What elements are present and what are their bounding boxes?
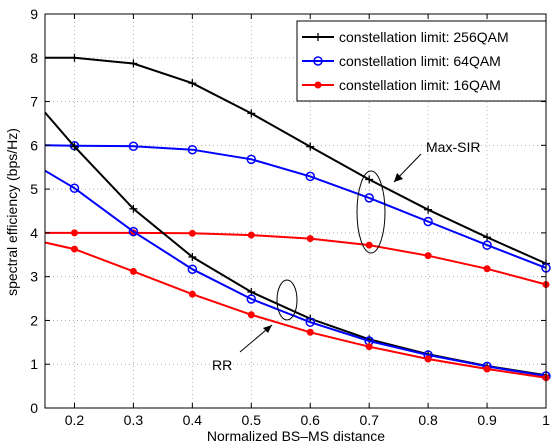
legend-entry: constellation limit: 256QAM xyxy=(302,29,509,45)
plus-marker xyxy=(70,142,79,151)
x-tick-label: 0.3 xyxy=(124,412,144,428)
x-tick-label: 0.6 xyxy=(301,412,321,428)
x-tick-label: 0.5 xyxy=(242,412,262,428)
y-tick-label: 7 xyxy=(30,94,38,110)
series-layer xyxy=(44,53,551,382)
max-sir-arrowhead xyxy=(394,173,403,182)
dot-marker xyxy=(70,229,78,237)
circle-marker xyxy=(423,216,433,227)
y-tick-label: 1 xyxy=(30,356,38,372)
plus-marker xyxy=(424,205,433,214)
series-line xyxy=(44,241,547,379)
series-rr-dot xyxy=(44,241,550,382)
x-tick-label: 0.8 xyxy=(418,412,438,428)
series-line xyxy=(44,169,547,377)
circle-marker xyxy=(128,226,139,237)
series-max-sir-circle xyxy=(44,141,551,273)
legend-items: constellation limit: 256QAM constellation… xyxy=(302,29,509,93)
circle-marker xyxy=(313,56,323,66)
x-tick-label: 0.9 xyxy=(477,412,497,428)
y-tick-label: 9 xyxy=(30,6,38,22)
plus-marker xyxy=(314,33,322,41)
circle-marker xyxy=(305,171,315,182)
rr-label: RR xyxy=(212,357,232,373)
legend-entry: constellation limit: 64QAM xyxy=(302,53,501,69)
plus-marker xyxy=(306,142,315,151)
y-tick-label: 2 xyxy=(30,312,38,328)
circle-marker xyxy=(364,193,374,203)
circle-marker xyxy=(305,317,315,327)
legend: constellation limit: 256QAM constellation… xyxy=(296,20,547,102)
dot-marker xyxy=(247,311,255,319)
axes-frame xyxy=(44,13,547,409)
plot-border xyxy=(44,13,547,409)
plus-marker xyxy=(365,175,374,184)
x-tick-label: 0.4 xyxy=(183,412,203,428)
circle-marker xyxy=(187,144,198,155)
x-axis-label: Normalized BS–MS distance xyxy=(207,428,385,444)
plus-marker xyxy=(188,252,197,261)
plus-marker xyxy=(188,79,197,88)
legend-label: constellation limit: 16QAM xyxy=(339,77,501,93)
dot-marker xyxy=(365,241,373,249)
dot-marker xyxy=(424,355,432,363)
dot-marker xyxy=(70,245,78,253)
circle-marker xyxy=(69,183,80,193)
series-line xyxy=(45,56,547,265)
dot-marker xyxy=(314,81,322,89)
x-tick-label: 0.2 xyxy=(65,412,85,428)
y-tick-label: 6 xyxy=(30,137,38,153)
rr-arrowhead xyxy=(263,325,272,333)
plus-marker xyxy=(247,109,256,118)
dot-marker xyxy=(188,229,196,237)
series-line xyxy=(44,144,547,269)
y-axis-label: spectral efficiency (bps/Hz) xyxy=(4,128,20,296)
dot-marker xyxy=(424,252,432,260)
legend-box xyxy=(296,20,547,102)
dot-marker xyxy=(129,267,137,275)
x-tick-label: 0.7 xyxy=(359,412,379,428)
y-tick-label: 8 xyxy=(30,50,38,66)
legend-entry: constellation limit: 16QAM xyxy=(302,77,501,93)
plus-marker xyxy=(129,59,138,68)
y-tick-label: 5 xyxy=(30,181,38,197)
circle-marker xyxy=(482,240,492,250)
rr-ellipse xyxy=(276,279,298,321)
y-tick-label: 4 xyxy=(30,225,38,241)
circle-marker xyxy=(246,294,257,304)
plus-marker xyxy=(129,204,138,213)
dot-marker xyxy=(306,235,314,243)
circle-marker xyxy=(187,264,198,274)
legend-label: constellation limit: 256QAM xyxy=(339,29,509,45)
legend-label: constellation limit: 64QAM xyxy=(339,53,501,69)
y-tick-label: 0 xyxy=(30,400,38,416)
dot-marker xyxy=(483,365,491,373)
tick-labels: 0.2 0.3 0.4 0.5 0.6 0.7 0.8 0.9 1 0 1 2 3 4 5 6 7 8 9 xyxy=(30,6,550,428)
circle-marker xyxy=(246,154,257,165)
plus-marker xyxy=(70,53,79,62)
max-sir-ellipse xyxy=(356,170,386,254)
series-rr-circle xyxy=(44,169,551,381)
dot-marker xyxy=(188,290,196,298)
annotations: Max-SIR RR xyxy=(212,139,480,373)
dot-marker xyxy=(365,343,373,351)
circle-marker xyxy=(128,141,139,151)
dot-marker xyxy=(483,265,491,273)
plus-marker xyxy=(483,233,492,242)
dot-marker xyxy=(247,231,255,239)
series-line xyxy=(45,231,547,286)
y-tick-label: 3 xyxy=(30,269,38,285)
series-max-sir-dot xyxy=(45,229,550,289)
x-tick-label: 1 xyxy=(542,412,550,428)
max-sir-label: Max-SIR xyxy=(426,139,480,155)
dot-marker xyxy=(306,328,314,336)
